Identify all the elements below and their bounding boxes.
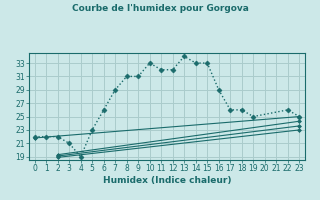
X-axis label: Humidex (Indice chaleur): Humidex (Indice chaleur) <box>103 176 231 185</box>
Text: Courbe de l'humidex pour Gorgova: Courbe de l'humidex pour Gorgova <box>72 4 248 13</box>
